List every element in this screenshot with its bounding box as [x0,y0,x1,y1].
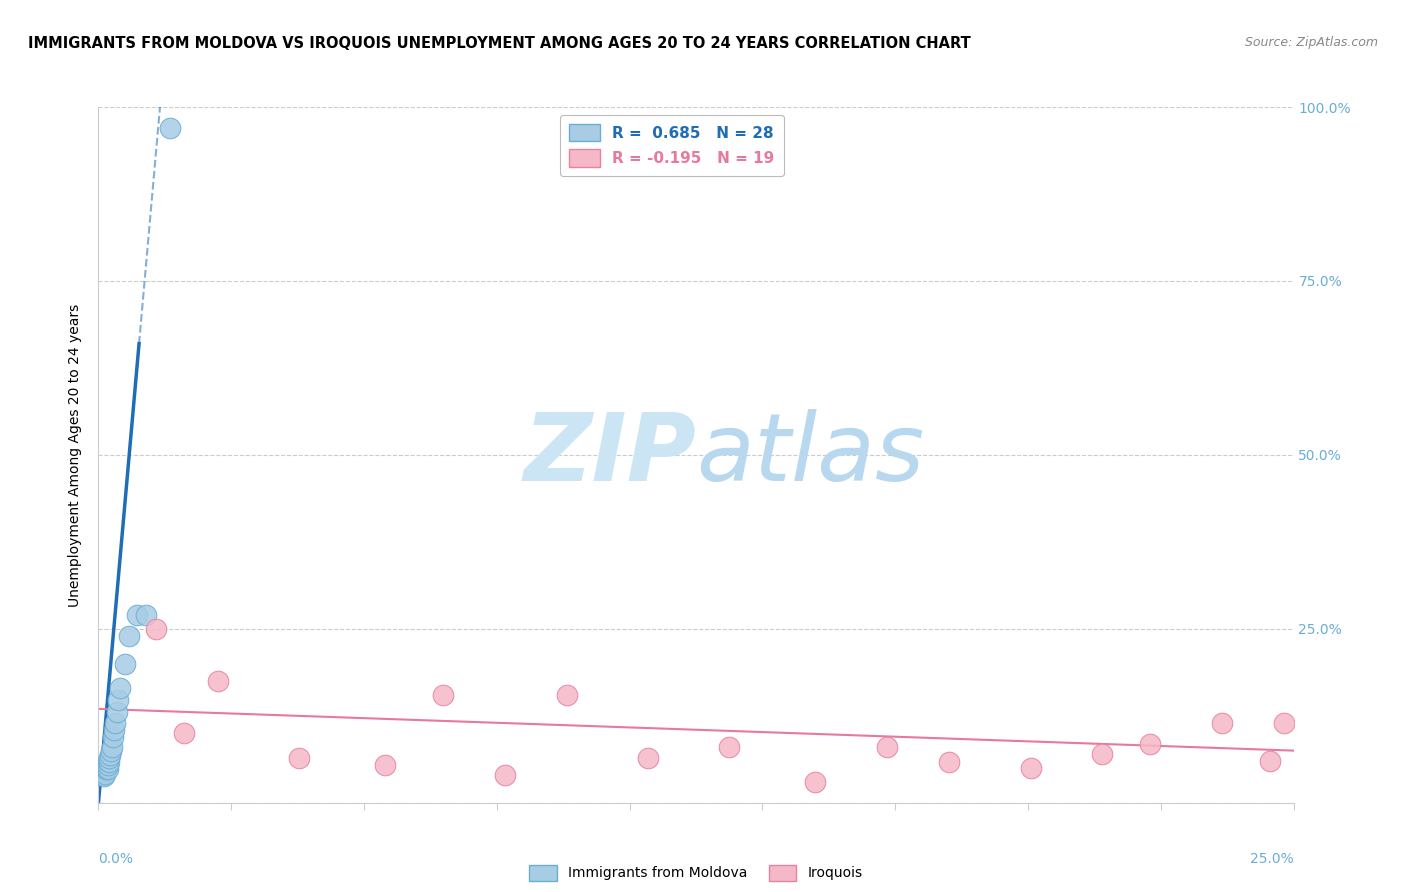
Point [135,607,157,622]
Text: ZIP: ZIP [523,409,696,501]
Point [1091,747,1114,761]
Text: 0.0%: 0.0% [98,852,134,865]
Point [374,757,396,772]
Legend: Immigrants from Moldova, Iroquois: Immigrants from Moldova, Iroquois [524,859,868,887]
Point [804,775,827,789]
Point [94,763,117,777]
Point [432,688,454,702]
Point [1258,754,1281,768]
Point [876,740,898,755]
Text: IMMIGRANTS FROM MOLDOVA VS IROQUOIS UNEMPLOYMENT AMONG AGES 20 TO 24 YEARS CORRE: IMMIGRANTS FROM MOLDOVA VS IROQUOIS UNEM… [28,36,972,51]
Point [91,766,114,780]
Point [107,693,129,707]
Point [718,740,741,755]
Point [173,726,195,740]
Point [93,769,115,783]
Point [101,730,124,744]
Point [98,750,121,764]
Text: 25.0%: 25.0% [1250,852,1294,865]
Point [1139,737,1161,751]
Point [97,754,120,768]
Point [145,622,167,636]
Point [94,761,117,775]
Text: Source: ZipAtlas.com: Source: ZipAtlas.com [1244,36,1378,49]
Point [125,607,148,622]
Y-axis label: Unemployment Among Ages 20 to 24 years: Unemployment Among Ages 20 to 24 years [69,303,83,607]
Point [98,748,122,763]
Point [1211,715,1233,730]
Text: atlas: atlas [696,409,924,500]
Point [118,629,141,643]
Point [96,763,118,777]
Point [105,706,128,720]
Point [207,674,229,689]
Point [637,750,659,764]
Point [93,764,115,779]
Point [288,750,311,764]
Point [101,740,124,755]
Point [94,766,117,780]
Point [555,688,578,702]
Point [103,723,125,737]
Point [110,681,132,695]
Point [159,120,181,135]
Point [96,759,118,773]
Point [1019,761,1042,775]
Point [114,657,136,671]
Point [494,768,516,782]
Point [938,756,960,770]
Point [104,715,127,730]
Point [91,768,114,782]
Point [97,757,120,772]
Point [100,744,122,758]
Point [96,757,118,772]
Point [1272,715,1295,730]
Point [97,756,120,770]
